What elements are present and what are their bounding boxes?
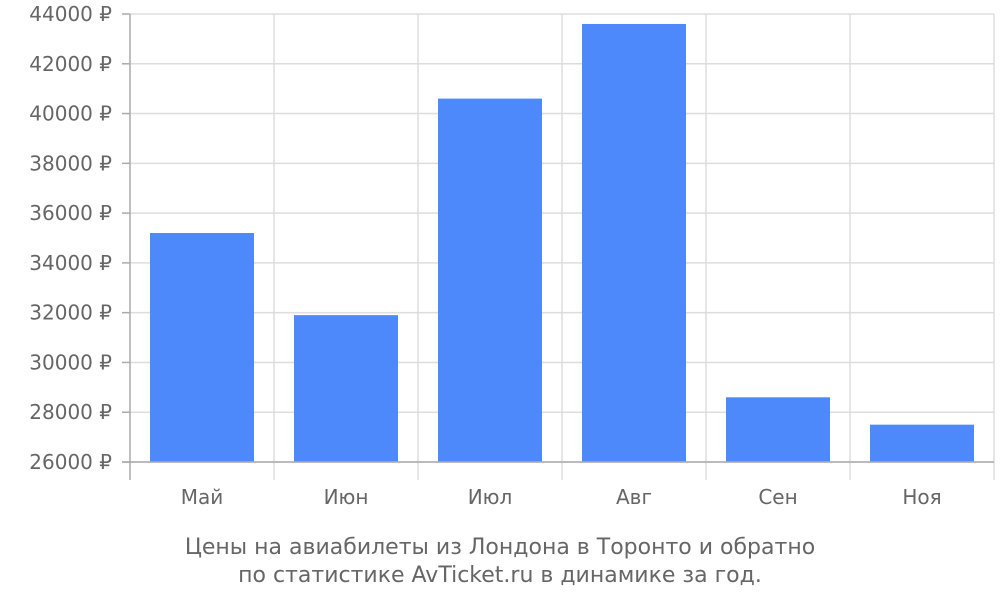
chart-caption-line-2: по статистике AvTicket.ru в динамике за … [238, 563, 762, 588]
y-tick-label: 36000 ₽ [29, 201, 112, 225]
x-tick-label: Сен [758, 485, 797, 509]
y-tick-label: 30000 ₽ [29, 350, 112, 374]
axes [122, 13, 994, 480]
x-tick-label: Июн [324, 485, 369, 509]
y-tick-label: 28000 ₽ [29, 400, 112, 424]
x-tick-labels: Май Июн Июл Авг Сен Ноя [181, 485, 942, 509]
x-tick-label: Ноя [902, 485, 941, 509]
bar [294, 315, 398, 462]
x-tick-label: Авг [616, 485, 652, 509]
bar [726, 397, 830, 462]
y-tick-label: 38000 ₽ [29, 151, 112, 175]
y-tick-labels: 26000 ₽ 28000 ₽ 30000 ₽ 32000 ₽ 34000 ₽ 36000… [29, 2, 112, 474]
y-tick-label: 40000 ₽ [29, 102, 112, 126]
bar [582, 23, 686, 462]
y-tick-label: 42000 ₽ [29, 52, 112, 76]
x-tick-label: Май [181, 485, 224, 509]
bars [150, 23, 974, 462]
y-tick-label: 26000 ₽ [29, 450, 112, 474]
y-tick-label: 44000 ₽ [29, 2, 112, 26]
y-tick-label: 34000 ₽ [29, 251, 112, 275]
bar [150, 233, 254, 462]
grid-lines [130, 13, 995, 480]
x-tick-label: Июл [468, 485, 513, 509]
y-tick-label: 32000 ₽ [29, 301, 112, 325]
bar [870, 424, 974, 462]
chart-caption-line-1: Цены на авиабилеты из Лондона в Торонто … [184, 535, 816, 560]
bar [438, 98, 542, 462]
